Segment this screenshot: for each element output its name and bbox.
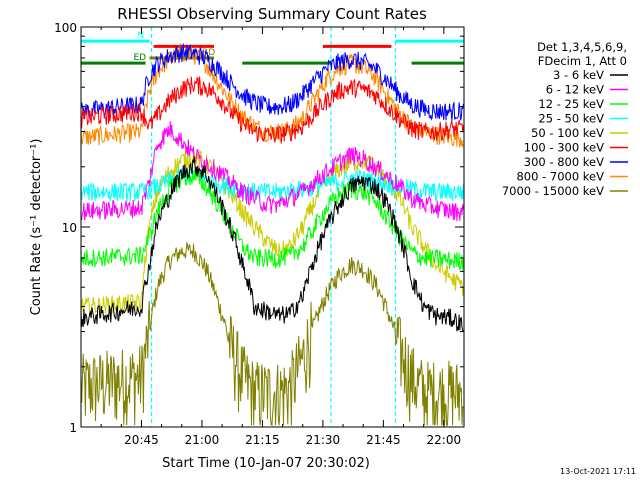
flag-label-2: RD [202,48,215,58]
y-tick-label-1: 10 [62,221,77,235]
x-axis-label: Start Time (10-Jan-07 20:30:02) [162,456,370,471]
legend-entry-8: 7000 - 15000 keV [502,184,604,198]
series-line-3 [81,165,464,202]
legend: Det 1,3,4,5,6,9, FDecim 1, Att 0 3 - 6 k… [502,40,628,198]
y-axis-label: Count Rate (s⁻¹ detector⁻¹) [29,139,44,316]
x-tick-label-0: 20:45 [124,433,159,447]
chart-title: RHESSI Observing Summary Count Rates [117,5,427,23]
legend-header-line-1: Det 1,3,4,5,6,9, [537,40,627,54]
series-line-5 [81,76,464,144]
series-line-4 [81,149,464,318]
y-tick-label-0: 1 [69,421,77,435]
y-axis: 1 10 100 [54,21,464,435]
legend-entry-4: 50 - 100 keV [531,126,604,140]
legend-entry-2: 12 - 25 keV [538,97,604,111]
legend-header-line-2: FDecim 1, Att 0 [538,54,627,68]
plot-frame [80,26,465,428]
x-tick-label-3: 21:30 [306,433,341,447]
y-tick-label-2: 100 [54,21,77,35]
series-line-6 [81,43,464,121]
series-line-2 [81,169,464,272]
x-tick-label-4: 21:45 [366,433,401,447]
x-tick-label-5: 22:00 [427,433,462,447]
flag-label-0: N [138,31,145,41]
series-line-1 [81,121,464,222]
legend-entry-1: 6 - 12 keV [546,83,604,97]
legend-entry-6: 300 - 800 keV [524,155,604,169]
legend-entry-5: 100 - 300 keV [524,141,604,155]
flag-label-3: ED [134,53,147,63]
series-line-0 [81,156,464,332]
series-line-8 [81,242,464,427]
plot-area: N RD ED [81,27,464,427]
x-tick-label-2: 21:15 [245,433,280,447]
legend-entry-3: 25 - 50 keV [538,112,604,126]
x-tick-label-1: 21:00 [185,433,220,447]
timestamp: 13-Oct-2021 17:11 [560,467,636,476]
legend-entry-0: 3 - 6 keV [553,68,604,82]
x-axis: 20:45 21:00 21:15 21:30 21:45 22:00 [100,27,462,447]
legend-entry-7: 800 - 7000 keV [516,170,604,184]
